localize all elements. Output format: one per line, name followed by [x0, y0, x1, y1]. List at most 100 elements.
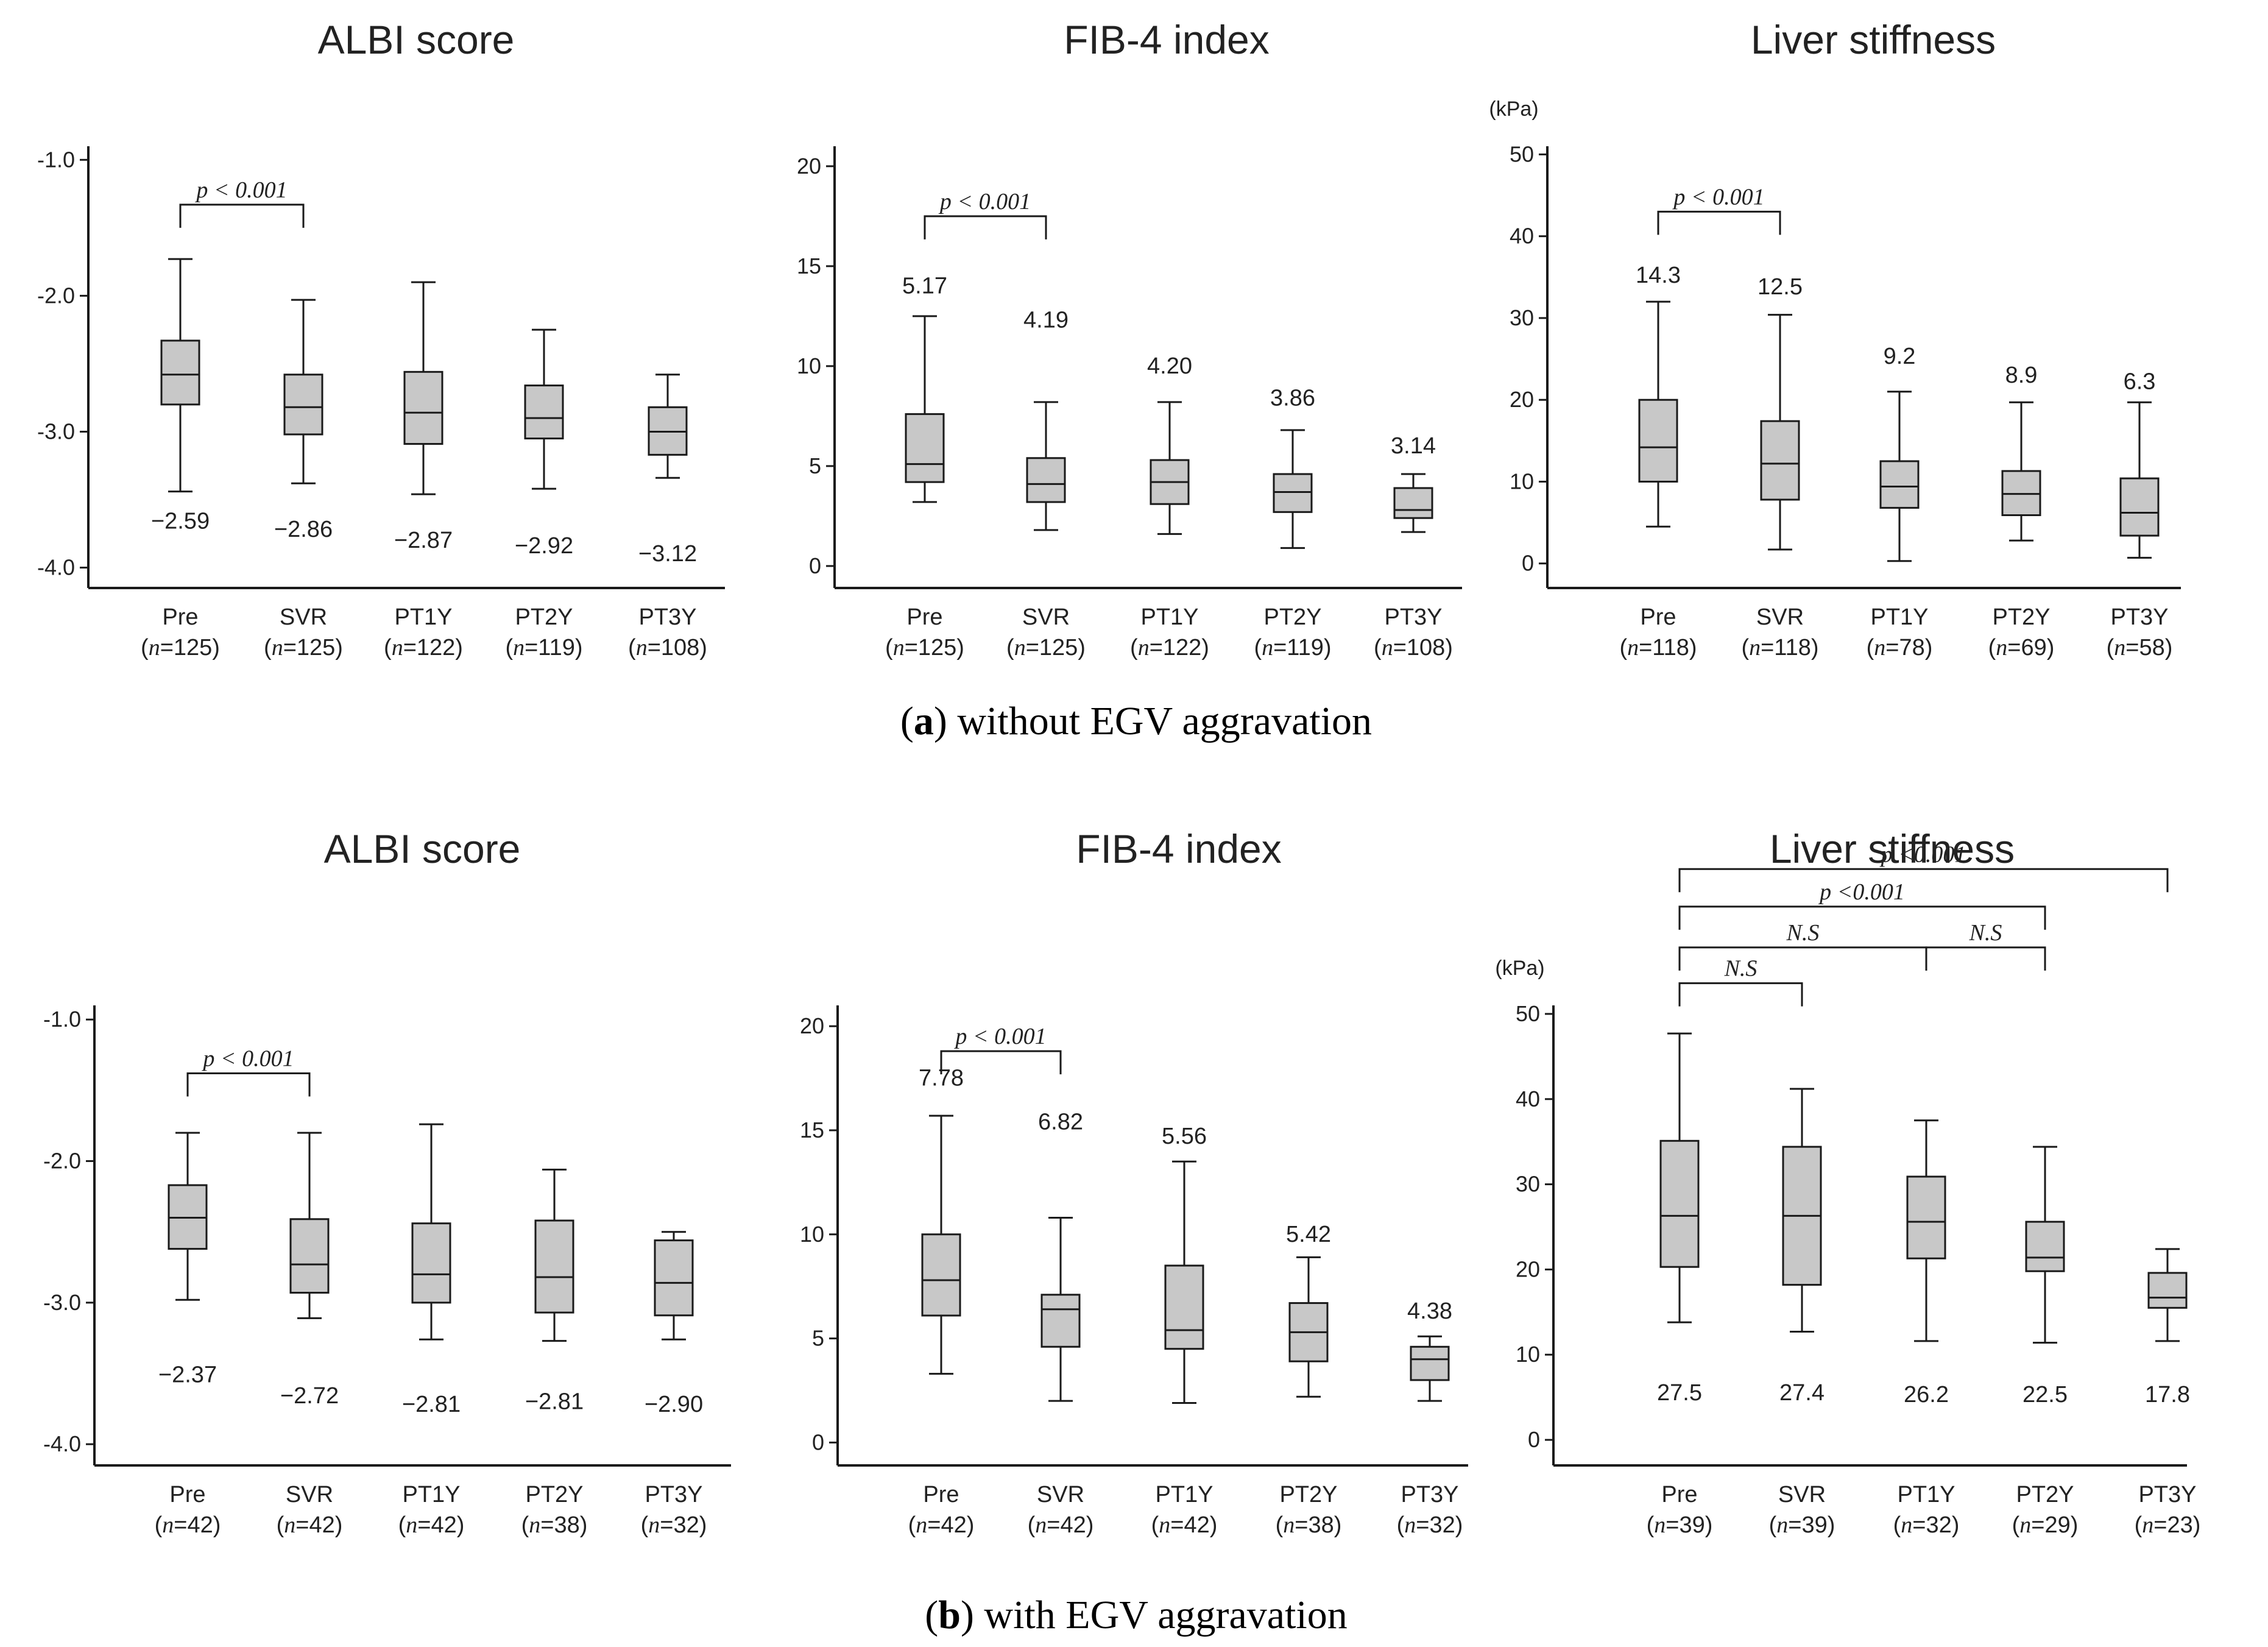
n-label-part: (: [1893, 1512, 1901, 1538]
n-label-part: n: [1996, 635, 2007, 661]
value-label: 5.56: [1162, 1124, 1207, 1149]
value-label: 9.2: [1884, 344, 1916, 369]
significance-label: N.S: [1969, 920, 2002, 946]
x-category-label: SVR: [1037, 1482, 1084, 1507]
value-label: 6.82: [1038, 1109, 1083, 1135]
n-label-part: =32): [1416, 1512, 1463, 1538]
n-label-part: (: [908, 1512, 916, 1538]
chart-title: FIB-4 index: [1076, 826, 1281, 871]
caption-a-text: without EGV aggravation: [947, 699, 1372, 743]
box-iqr: [1164, 1264, 1204, 1350]
x-category-label: PT3Y: [1384, 604, 1442, 630]
n-label-part: n: [1138, 635, 1150, 661]
significance-bracket: [940, 1050, 1062, 1075]
value-label: 3.86: [1270, 385, 1315, 411]
caption-a: (a) without EGV aggravation: [900, 699, 1372, 743]
significance-label: p < 0.001: [194, 177, 287, 203]
x-category-label: SVR: [1756, 604, 1804, 630]
n-label: (n=32): [641, 1512, 707, 1538]
x-category-label: SVR: [280, 604, 327, 630]
n-label-part: =125): [283, 635, 343, 661]
y-axis-unit-label: (kPa): [1495, 957, 1544, 980]
box-iqr: [1638, 398, 1678, 483]
value-label: 5.42: [1286, 1222, 1331, 1247]
n-label-part: n: [1404, 1512, 1416, 1538]
n-label: (n=125): [141, 635, 220, 661]
n-label-part: =39): [1666, 1512, 1712, 1538]
x-category-label: PT3Y: [2138, 1482, 2196, 1507]
value-label: 26.2: [1904, 1382, 1949, 1408]
n-label-part: =42): [1047, 1512, 1093, 1538]
caption-b-text: with EGV aggravation: [974, 1593, 1348, 1637]
y-tick-label: -3.0: [37, 419, 75, 444]
y-tick-label: 40: [1510, 224, 1534, 249]
y-tick-label: 30: [1510, 305, 1534, 330]
chart-title: ALBI score: [324, 826, 521, 871]
caption-b-letter: b: [938, 1593, 961, 1637]
box-iqr: [1393, 487, 1433, 519]
significance-label: p < 0.001: [201, 1046, 294, 1072]
n-label-part: n: [1654, 1512, 1666, 1538]
n-label-part: (: [2135, 1512, 2143, 1538]
x-category-label: PT2Y: [515, 604, 573, 630]
n-label: (n=119): [505, 635, 582, 661]
box-iqr: [283, 374, 323, 436]
y-tick-label: 10: [800, 1222, 824, 1247]
n-label-part: (: [641, 1512, 649, 1538]
x-category-label: PT1Y: [1870, 604, 1928, 630]
x-category-label: PT3Y: [645, 1482, 702, 1507]
n-label-part: =23): [2153, 1512, 2200, 1538]
x-category-label: PT3Y: [1401, 1482, 1458, 1507]
box-iqr: [905, 413, 945, 483]
significance-label: N.S: [1724, 956, 1758, 982]
significance-bracket: [1678, 982, 1803, 1007]
box-iqr: [411, 1222, 451, 1304]
n-label-part: n: [284, 1512, 295, 1538]
value-label: 27.4: [1779, 1380, 1825, 1406]
y-tick-label: 0: [1522, 551, 1534, 576]
n-label: (n=39): [1647, 1512, 1713, 1538]
n-label-part: =122): [1150, 635, 1209, 661]
y-tick-label: 0: [809, 553, 821, 578]
value-label: −2.81: [402, 1392, 461, 1417]
significance-label: N.S: [1786, 920, 1820, 946]
n-label-part: n: [648, 1512, 660, 1538]
y-tick-label: 5: [809, 453, 821, 478]
n-label: (n=32): [1893, 1512, 1960, 1538]
n-label: (n=119): [1254, 635, 1331, 661]
y-tick-label: 50: [1510, 141, 1534, 166]
n-label: (n=32): [1397, 1512, 1463, 1538]
n-label: (n=42): [277, 1512, 343, 1538]
x-category-label: Pre: [1661, 1482, 1697, 1507]
chart-title: FIB-4 index: [1064, 17, 1269, 62]
significance-label: p < 0.001: [1672, 184, 1764, 210]
n-label-part: (: [155, 1512, 163, 1538]
box-iqr: [524, 384, 564, 440]
n-label-part: =119): [1273, 635, 1331, 661]
n-label-part: n: [1874, 635, 1885, 661]
n-label-part: n: [149, 635, 160, 661]
box-iqr: [2119, 477, 2160, 537]
n-label-part: n: [1262, 635, 1273, 661]
n-label-part: (: [1028, 1512, 1036, 1538]
n-label: (n=38): [1276, 1512, 1342, 1538]
value-label: −2.37: [158, 1362, 217, 1387]
box-iqr: [1906, 1175, 1946, 1259]
n-label-part: =38): [540, 1512, 587, 1538]
chart-a-1: ALBI score-1.0-2.0-3.0-4.0−2.59Pre(n=125…: [37, 17, 725, 661]
n-label-part: =42): [174, 1512, 221, 1538]
x-category-label: PT1Y: [402, 1482, 460, 1507]
chart-title: Liver stiffness: [1751, 17, 1996, 62]
y-tick-label: 5: [812, 1326, 824, 1351]
n-label-part: =38): [1295, 1512, 1341, 1538]
n-label-part: (: [1130, 635, 1138, 661]
n-label-part: =118): [1761, 635, 1818, 661]
n-label-part: n: [1159, 1512, 1170, 1538]
n-label-part: =118): [1639, 635, 1697, 661]
n-label-part: =125): [160, 635, 220, 661]
value-label: 8.9: [2005, 363, 2038, 388]
x-category-label: SVR: [286, 1482, 333, 1507]
y-tick-label: 20: [797, 154, 821, 179]
n-label-part: n: [1901, 1512, 1912, 1538]
value-label: 4.20: [1147, 353, 1192, 379]
